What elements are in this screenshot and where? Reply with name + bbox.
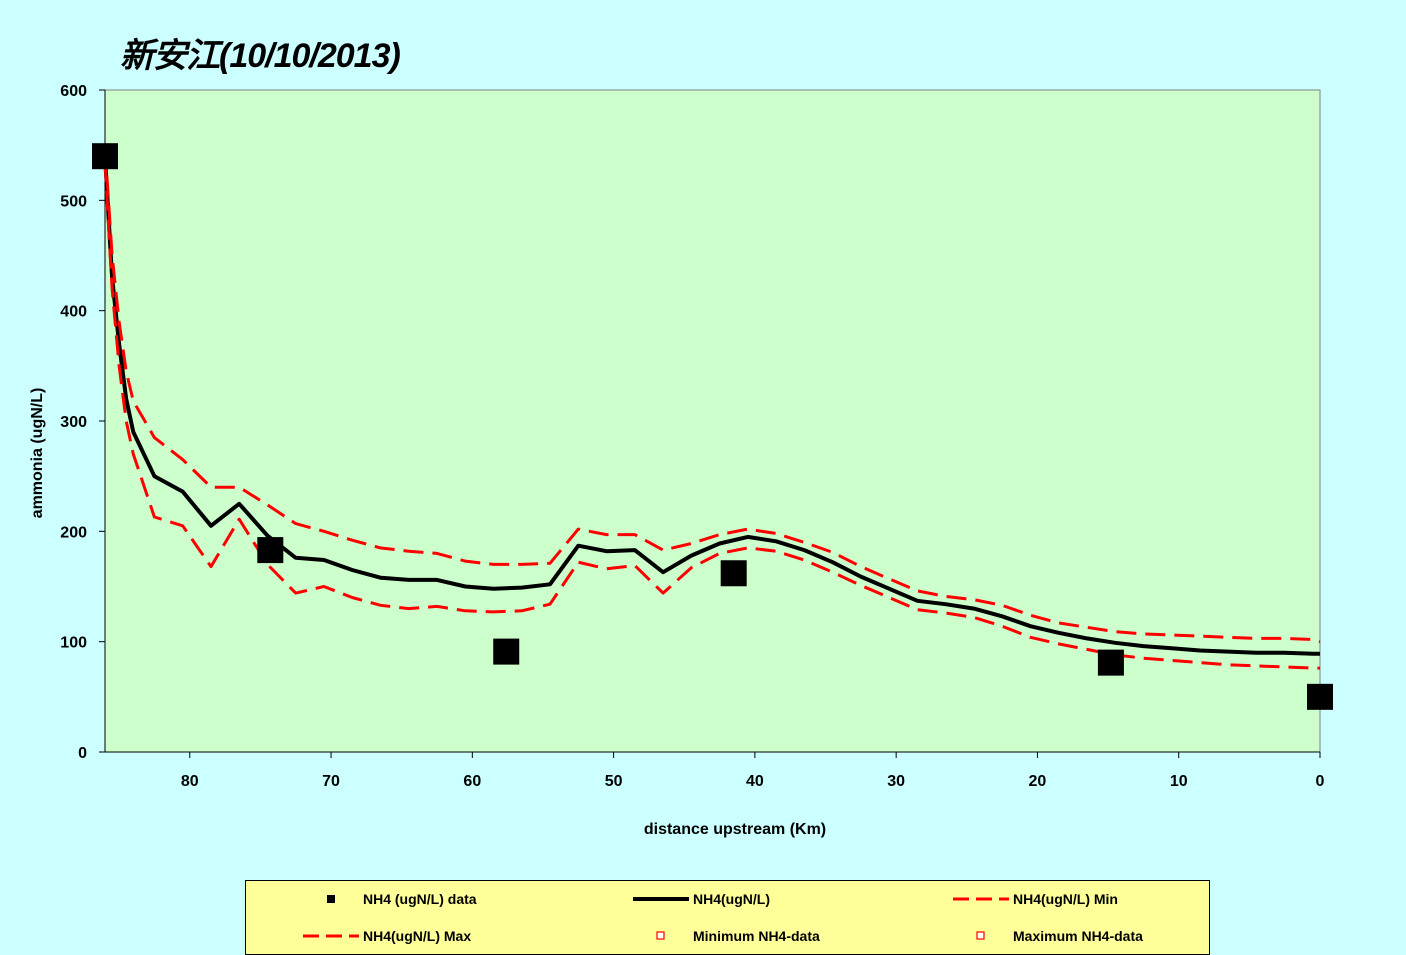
legend-label: NH4(ugN/L) Max <box>363 928 472 944</box>
data-point <box>92 143 118 170</box>
legend-symbol <box>656 931 665 940</box>
marker-layer <box>92 143 1333 710</box>
data-point <box>1097 649 1124 676</box>
y-axis-title: ammonia (ugN/L) <box>29 388 46 519</box>
data-point <box>720 560 747 587</box>
chart-title: 新安江(10/10/2013) <box>120 37 401 75</box>
legend-symbol <box>633 897 689 901</box>
data-point <box>493 638 520 665</box>
legend-label: NH4(ugN/L) Min <box>1013 891 1118 907</box>
x-tick-label: 60 <box>463 773 481 790</box>
legend-label: NH4 (ugN/L) data <box>363 891 477 907</box>
x-tick-label: 70 <box>322 773 340 790</box>
y-tick-label: 0 <box>78 745 87 762</box>
y-tick-label: 200 <box>60 524 87 541</box>
legend-symbol <box>327 895 335 903</box>
x-axis-title: distance upstream (Km) <box>644 821 826 838</box>
series-line-max <box>103 147 1321 644</box>
plot-area <box>104 89 1321 753</box>
y-tick-label: 500 <box>60 193 87 210</box>
x-tick-label: 0 <box>1316 773 1325 790</box>
legend-item: Minimum NH4-data <box>631 926 820 946</box>
legend-item: NH4(ugN/L) Min <box>951 889 1118 909</box>
legend-symbol <box>953 897 1009 901</box>
series-line-model <box>103 156 1320 656</box>
legend-marker-open-square <box>976 931 985 940</box>
legend-item: Maximum NH4-data <box>951 926 1143 946</box>
data-point <box>1307 683 1333 710</box>
y-tick-label: 400 <box>60 304 87 321</box>
x-tick-label: 30 <box>887 773 905 790</box>
y-tick-label: 600 <box>60 83 87 100</box>
legend: NH4 (ugN/L) data NH4(ugN/L) NH4(ugN/L) Min… <box>245 880 1210 955</box>
legend-item: NH4(ugN/L) <box>631 889 770 909</box>
legend-marker-open-square <box>656 931 665 940</box>
legend-symbol <box>303 934 359 938</box>
x-tick-label: 40 <box>746 773 764 790</box>
legend-label: Minimum NH4-data <box>693 928 820 944</box>
legend-label: Maximum NH4-data <box>1013 928 1143 944</box>
legend-item: NH4 (ugN/L) data <box>301 889 477 909</box>
y-tick-label: 300 <box>60 414 87 431</box>
data-point <box>257 537 284 564</box>
y-tick-label: 100 <box>60 635 87 652</box>
legend-label: NH4(ugN/L) <box>693 891 770 907</box>
legend-marker-square <box>327 895 335 903</box>
x-tick-label: 20 <box>1029 773 1047 790</box>
legend-item: NH4(ugN/L) Max <box>301 926 471 946</box>
x-tick-label: 80 <box>181 773 199 790</box>
legend-symbol <box>976 931 985 940</box>
x-tick-label: 50 <box>605 773 623 790</box>
x-tick-label: 10 <box>1170 773 1188 790</box>
